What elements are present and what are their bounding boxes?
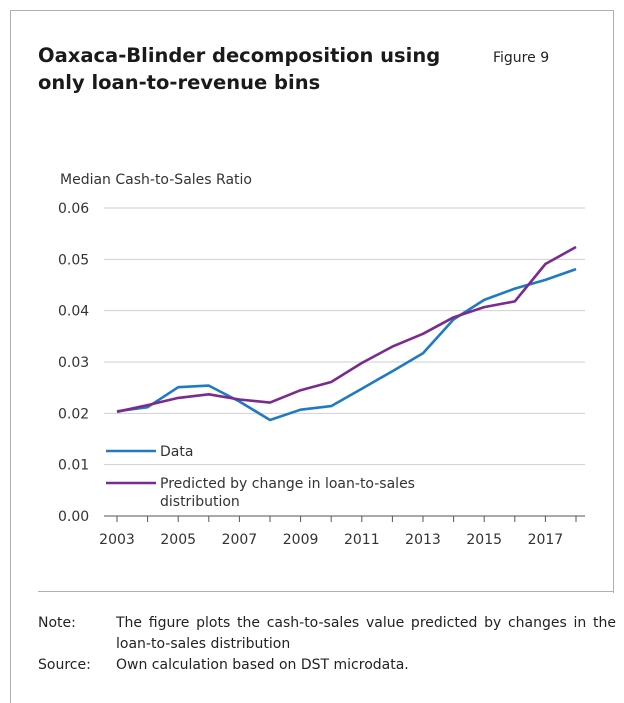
legend-label: Predicted by change in loan-to-sales dist… (160, 476, 415, 510)
note-text: The figure plots the cash-to-sales value… (116, 615, 616, 652)
source-row: Source: Own calculation based on DST mic… (38, 655, 616, 676)
x-tick-label: 2015 (466, 532, 502, 548)
y-tick-label: 0.02 (58, 406, 89, 422)
note-row: Note: The figure plots the cash-to-sales… (38, 613, 616, 655)
x-tick-label: 2007 (222, 532, 258, 548)
note-key: Note: (38, 615, 76, 631)
figure-number: Figure 9 (493, 50, 550, 66)
x-tick-label: 2013 (405, 532, 441, 548)
y-tick-label: 0.03 (58, 355, 89, 371)
x-tick-label: 2009 (283, 532, 319, 548)
y-axis-label: Median Cash-to-Sales Ratio (60, 172, 252, 188)
y-tick-label: 0.05 (58, 252, 89, 268)
y-tick-label: 0.04 (58, 304, 89, 320)
x-tick-label: 2011 (344, 532, 380, 548)
x-tick-label: 2005 (160, 532, 196, 548)
x-tick-label: 2003 (99, 532, 135, 548)
line-chart: 0.00 0.01 0.02 0.03 0.04 0.05 0.06 2003 2005 2007… (58, 201, 585, 548)
x-tick-label: 2017 (528, 532, 564, 548)
y-tick-label: 0.00 (58, 509, 89, 525)
figure-title: Oaxaca-Blinder decomposition using only … (38, 44, 441, 94)
source-text: Own calculation based on DST microdata. (116, 657, 409, 673)
y-tick-label: 0.01 (58, 458, 89, 474)
figure-notes: Note: The figure plots the cash-to-sales… (38, 613, 616, 676)
legend-label: Data (160, 444, 193, 460)
figure-frame (10, 10, 614, 593)
source-key: Source: (38, 657, 91, 673)
series-line-data (116, 267, 577, 422)
y-tick-label: 0.06 (58, 201, 89, 217)
divider (38, 591, 613, 592)
divider-left (10, 591, 11, 703)
series-line-predicted (116, 245, 577, 414)
